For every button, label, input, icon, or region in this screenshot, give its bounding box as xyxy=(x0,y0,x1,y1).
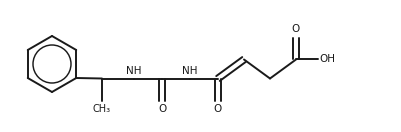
Text: OH: OH xyxy=(319,55,335,65)
Text: O: O xyxy=(214,103,222,114)
Text: NH: NH xyxy=(182,66,198,76)
Text: CH₃: CH₃ xyxy=(93,103,111,114)
Text: O: O xyxy=(158,103,166,114)
Text: O: O xyxy=(292,25,300,34)
Text: NH: NH xyxy=(126,66,142,76)
